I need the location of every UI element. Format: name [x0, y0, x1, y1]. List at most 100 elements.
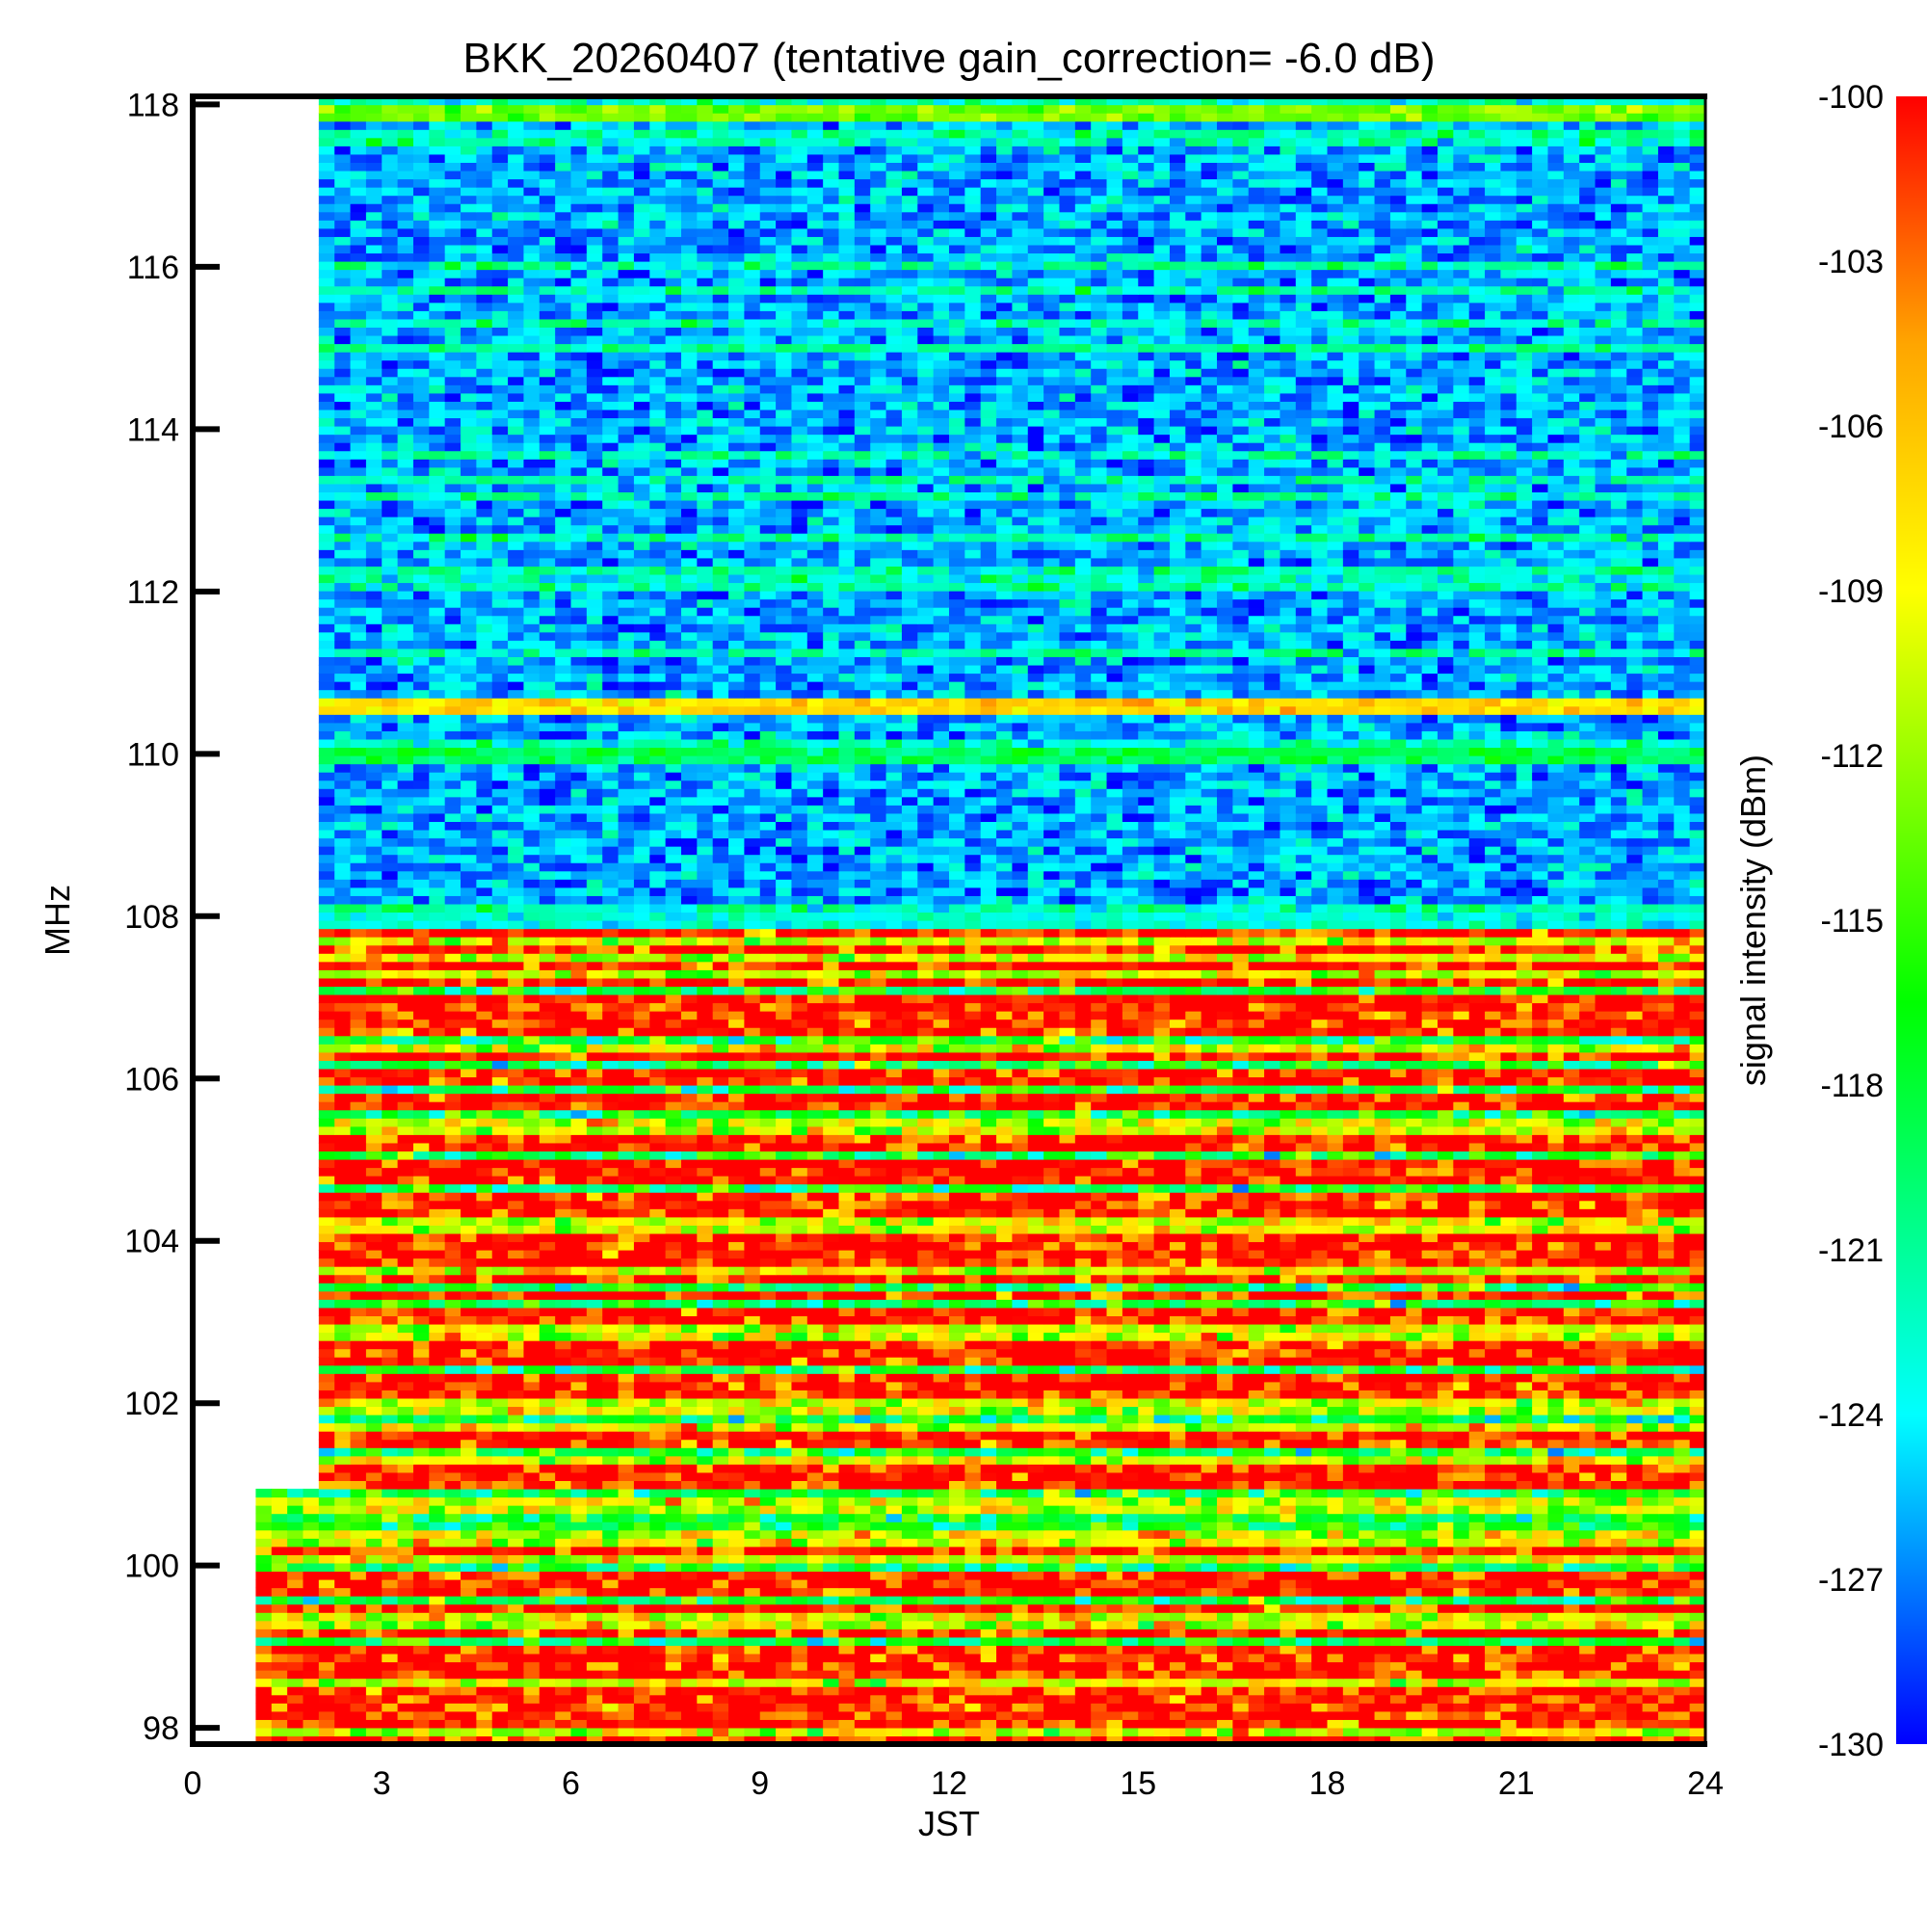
heatmap-cell [1311, 1332, 1329, 1341]
heatmap-cell [397, 1513, 414, 1522]
heatmap-cell [555, 1415, 572, 1424]
heatmap-cell [508, 1587, 525, 1597]
heatmap-cell [1468, 1488, 1486, 1498]
heatmap-cell [318, 1406, 335, 1416]
heatmap-cell [759, 1661, 777, 1671]
heatmap-cell [476, 1397, 493, 1408]
heatmap-cell [1280, 1439, 1297, 1448]
heatmap-cell [1563, 1661, 1580, 1671]
heatmap-cell [1674, 1323, 1691, 1334]
heatmap-cell [271, 1628, 288, 1638]
heatmap-cell [1185, 1686, 1202, 1696]
heatmap-cell [870, 1596, 887, 1605]
heatmap-cell [1185, 1496, 1202, 1506]
heatmap-cell [461, 1735, 477, 1744]
heatmap-cell [1674, 1612, 1691, 1622]
heatmap-cell [776, 1579, 793, 1589]
heatmap-cell [1516, 1389, 1533, 1399]
heatmap-cell [1642, 1332, 1659, 1341]
heatmap-cell [680, 1612, 698, 1622]
heatmap-cell [1091, 1670, 1108, 1680]
heatmap-cell [1389, 1636, 1407, 1646]
heatmap-cell [318, 1628, 335, 1638]
heatmap-cell [712, 1397, 729, 1408]
heatmap-cell [1547, 1513, 1565, 1522]
heatmap-cell [823, 1364, 840, 1374]
heatmap-cell [665, 1620, 682, 1629]
heatmap-cell [1579, 1323, 1597, 1334]
heatmap-cell [508, 1406, 525, 1416]
heatmap-cell [1579, 1307, 1597, 1316]
heatmap-cell [1122, 1513, 1139, 1522]
heatmap-cell [838, 1603, 856, 1613]
heatmap-cell [1043, 1397, 1061, 1408]
heatmap-cell [806, 1661, 824, 1671]
heatmap-cell [1311, 1513, 1329, 1522]
heatmap-cell [618, 1538, 635, 1548]
heatmap-cell [1642, 1505, 1659, 1515]
heatmap-cell [964, 1653, 982, 1663]
heatmap-cell [838, 1710, 856, 1720]
heatmap-cell [1217, 1596, 1233, 1605]
heatmap-cell [491, 1397, 509, 1408]
heatmap-cell [1374, 1579, 1391, 1589]
heatmap-cell [1579, 1422, 1597, 1432]
heatmap-cell [287, 1546, 304, 1555]
heatmap-cell [444, 1431, 462, 1441]
heatmap-cell [1074, 1538, 1092, 1548]
heatmap-cell [1201, 1603, 1218, 1613]
heatmap-cell [776, 1431, 793, 1441]
heatmap-cell [508, 1596, 525, 1605]
heatmap-cell [523, 1340, 541, 1350]
heatmap-cell [602, 1488, 620, 1498]
heatmap-cell [523, 1299, 541, 1309]
heatmap-cell [1201, 1562, 1218, 1573]
heatmap-cell [382, 1340, 399, 1350]
heatmap-cell [712, 1703, 729, 1712]
heatmap-cell [1532, 1686, 1549, 1696]
heatmap-cell [917, 1381, 935, 1390]
heatmap-cell [1579, 1431, 1597, 1441]
heatmap-cell [1153, 1522, 1171, 1531]
heatmap-cell [1406, 1670, 1423, 1680]
heatmap-cell [1091, 1645, 1108, 1654]
heatmap-cell [680, 1513, 698, 1522]
heatmap-cell [1642, 1364, 1659, 1374]
heatmap-cell [838, 1694, 856, 1704]
heatmap-cell [1264, 1464, 1281, 1473]
heatmap-cell [1421, 1719, 1439, 1729]
heatmap-cell [823, 1348, 840, 1358]
heatmap-cell [1232, 1587, 1250, 1597]
heatmap-cell [933, 1735, 950, 1744]
heatmap-cell [1642, 1554, 1659, 1564]
heatmap-cell [397, 1471, 414, 1481]
heatmap-cell [461, 1299, 477, 1309]
heatmap-cell [933, 1323, 950, 1334]
heatmap-cell [854, 1579, 871, 1589]
heatmap-cell [1485, 1315, 1501, 1325]
heatmap-cell [870, 1381, 887, 1390]
heatmap-cell [838, 1579, 856, 1589]
heatmap-cell [1342, 1415, 1359, 1424]
heatmap-cell [1642, 1464, 1659, 1473]
heatmap-cell [1027, 1645, 1044, 1654]
heatmap-cell [1500, 1513, 1518, 1522]
heatmap-cell [508, 1522, 525, 1531]
heatmap-cell [1516, 1636, 1533, 1646]
heatmap-cell [1059, 1480, 1076, 1490]
heatmap-cell [917, 1546, 935, 1555]
heatmap-cell [350, 1332, 367, 1341]
heatmap-cell [318, 1571, 335, 1580]
heatmap-cell [1201, 1357, 1218, 1366]
heatmap-cell [491, 1415, 509, 1424]
heatmap-cell [885, 1522, 903, 1531]
heatmap-cell [1359, 1480, 1376, 1490]
heatmap-cell [791, 1290, 808, 1300]
heatmap-cell [365, 1653, 383, 1663]
heatmap-cell [618, 1596, 635, 1605]
heatmap-cell [412, 1645, 430, 1654]
heatmap-cell [523, 1538, 541, 1548]
heatmap-cell [1327, 1373, 1344, 1383]
heatmap-cell [1264, 1661, 1281, 1671]
heatmap-cell [1342, 1422, 1359, 1432]
